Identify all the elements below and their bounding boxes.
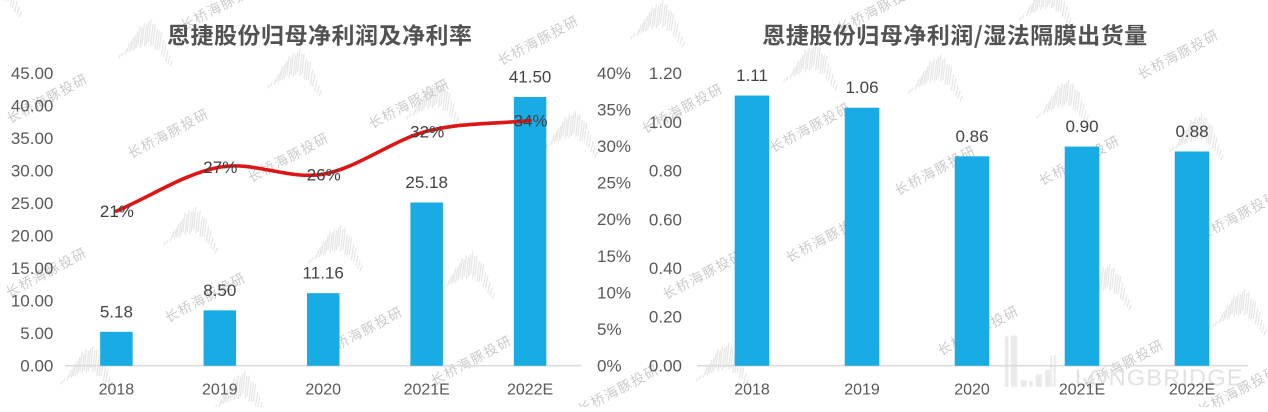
svg-text:1.06: 1.06	[845, 78, 878, 97]
svg-text:41.50: 41.50	[509, 68, 552, 87]
svg-text:0%: 0%	[597, 356, 622, 375]
svg-text:30%: 30%	[597, 137, 631, 156]
svg-text:2019: 2019	[844, 381, 880, 398]
svg-text:21%: 21%	[100, 202, 134, 221]
svg-text:30.00: 30.00	[11, 162, 54, 181]
svg-text:10%: 10%	[597, 283, 631, 302]
svg-text:32%: 32%	[410, 122, 444, 141]
svg-text:0.80: 0.80	[649, 162, 682, 181]
svg-text:0.88: 0.88	[1175, 122, 1208, 141]
svg-text:1.00: 1.00	[649, 113, 682, 132]
svg-text:35%: 35%	[597, 101, 631, 120]
svg-text:40%: 40%	[597, 64, 631, 83]
svg-text:0.60: 0.60	[649, 210, 682, 229]
svg-text:1.11: 1.11	[736, 66, 768, 85]
svg-text:0.40: 0.40	[649, 259, 682, 278]
svg-text:5.00: 5.00	[20, 324, 53, 343]
svg-text:25.18: 25.18	[405, 173, 448, 192]
svg-text:2022E: 2022E	[507, 381, 553, 398]
svg-text:2020: 2020	[305, 381, 341, 398]
svg-text:LONGBRIDGE: LONGBRIDGE	[1075, 364, 1244, 390]
svg-text:2021E: 2021E	[1059, 381, 1105, 398]
svg-text:0.00: 0.00	[20, 356, 53, 375]
svg-text:0.86: 0.86	[955, 127, 988, 146]
svg-text:15%: 15%	[597, 247, 631, 266]
svg-text:45.00: 45.00	[11, 64, 54, 83]
svg-text:2022E: 2022E	[1169, 381, 1215, 398]
svg-text:25.00: 25.00	[11, 194, 54, 213]
svg-text:35.00: 35.00	[11, 129, 54, 148]
svg-text:2020: 2020	[954, 381, 990, 398]
svg-text:34%: 34%	[514, 112, 548, 131]
svg-text:0.00: 0.00	[649, 356, 682, 375]
svg-text:2018: 2018	[99, 381, 135, 398]
svg-text:1.20: 1.20	[649, 64, 682, 83]
svg-text:2019: 2019	[202, 381, 238, 398]
svg-text:11.16: 11.16	[303, 264, 344, 283]
svg-text:26%: 26%	[307, 165, 341, 184]
svg-text:10.00: 10.00	[11, 291, 54, 310]
svg-text:5.18: 5.18	[100, 302, 133, 321]
svg-text:20%: 20%	[597, 210, 631, 229]
svg-text:2021E: 2021E	[404, 381, 450, 398]
svg-text:8.50: 8.50	[203, 281, 236, 300]
svg-text:27%: 27%	[203, 158, 237, 177]
svg-text:15.00: 15.00	[11, 259, 54, 278]
svg-text:2018: 2018	[734, 381, 770, 398]
svg-text:5%: 5%	[597, 320, 622, 339]
svg-text:0.20: 0.20	[649, 308, 682, 327]
svg-text:40.00: 40.00	[11, 97, 54, 116]
svg-text:20.00: 20.00	[11, 227, 54, 246]
svg-text:0.90: 0.90	[1065, 117, 1098, 136]
svg-text:25%: 25%	[597, 174, 631, 193]
